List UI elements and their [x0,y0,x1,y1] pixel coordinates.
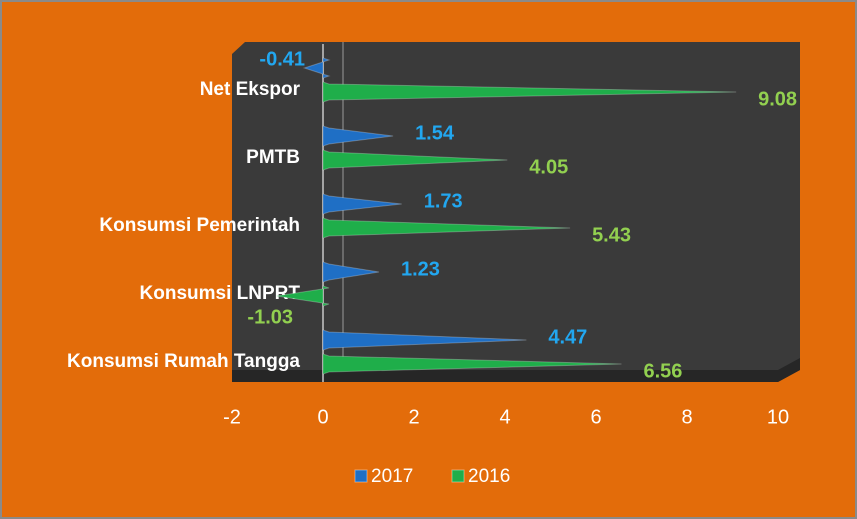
bar [322,261,380,283]
value-label: 1.73 [424,190,463,212]
bar [276,285,330,307]
legend-label: 2016 [468,466,510,487]
bar [322,193,402,215]
legend-label: 2017 [371,466,413,487]
bar [322,217,571,239]
bar [322,149,508,171]
x-tick-label: 2 [408,406,419,428]
bar [322,81,737,103]
x-tick-label: -2 [223,406,241,428]
category-label: Konsumsi LNPRT [140,283,301,304]
value-label: 5.43 [592,224,631,246]
value-label: -0.41 [259,48,305,70]
category-label: Konsumsi Rumah Tangga [67,351,300,372]
value-label: 1.54 [415,122,455,144]
legend-swatch [354,469,368,483]
bar [302,57,331,79]
x-tick-label: 0 [317,406,328,428]
value-label: 4.05 [529,156,568,178]
value-label: 6.56 [643,360,682,382]
x-tick-label: 6 [590,406,601,428]
value-label: 1.23 [401,258,440,280]
bar [322,353,622,375]
x-tick-label: 8 [681,406,692,428]
category-label: Net Ekspor [200,79,301,100]
value-label: 4.47 [548,326,587,348]
legend-swatch [451,469,465,483]
category-label: PMTB [246,147,300,168]
value-label: -1.03 [247,306,293,328]
value-label: 9.08 [758,88,797,110]
bar [322,329,527,351]
x-tick-label: 4 [499,406,510,428]
plot-back [232,42,800,382]
category-label: Konsumsi Pemerintah [99,215,300,236]
x-tick-label: 10 [767,406,789,428]
bar [322,125,394,147]
plot-floor [232,358,800,382]
